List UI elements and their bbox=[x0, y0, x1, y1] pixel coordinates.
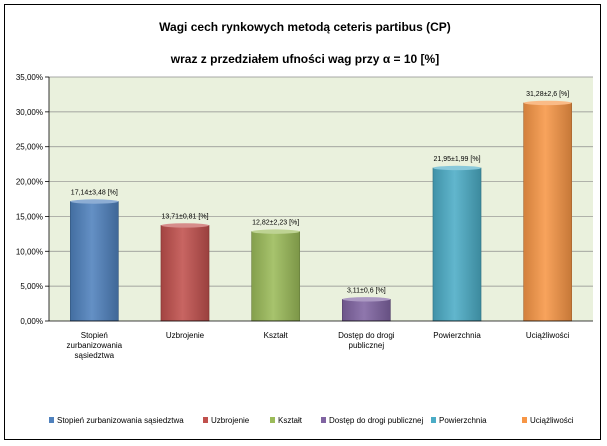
legend-swatch bbox=[522, 417, 527, 423]
chart-title: Wagi cech rynkowych metodą ceteris parti… bbox=[159, 20, 451, 34]
gridlines bbox=[49, 76, 593, 287]
bar bbox=[251, 231, 300, 322]
x-tick-label: Uzbrojenie bbox=[166, 331, 205, 340]
legend-swatch bbox=[49, 417, 54, 423]
y-axis: 0,00% 5,00% 10,00% 15,00% 20,00% 25,00% 30,00%… bbox=[16, 73, 50, 326]
legend-item: Powierzchnia bbox=[439, 416, 487, 425]
x-tick-label: Uciążliwości bbox=[526, 331, 570, 340]
legend-item: Uciążliwości bbox=[530, 416, 574, 425]
bar-value-label: 12,82±2,23 [%] bbox=[252, 220, 299, 227]
bar-top bbox=[432, 165, 482, 171]
bar bbox=[432, 167, 482, 322]
bar-top bbox=[523, 100, 572, 106]
y-tick-label: 20,00% bbox=[16, 178, 43, 187]
legend: Stopień zurbanizowania sąsiedztwa Uzbroje… bbox=[49, 416, 574, 425]
chart-frame: Wagi cech rynkowych metodą ceteris parti… bbox=[4, 4, 601, 440]
plot-area bbox=[49, 77, 593, 321]
value-labels-group: 17,14±3,48 [%] 13,71±0,81 [%] 12,82±2,23 [… bbox=[71, 91, 569, 294]
legend-item: Uzbrojenie bbox=[211, 416, 250, 425]
legend-item: Stopień zurbanizowania sąsiedztwa bbox=[57, 416, 184, 425]
legend-item: Dostęp do drogi publicznej bbox=[329, 416, 424, 425]
y-tick-label: 25,00% bbox=[16, 143, 43, 152]
bar-top bbox=[160, 223, 210, 228]
bar-top bbox=[342, 297, 391, 302]
y-tick-label: 5,00% bbox=[20, 282, 43, 291]
x-tick-label: Powierzchnia bbox=[433, 331, 481, 340]
legend-swatch bbox=[203, 417, 208, 423]
y-tick-label: 30,00% bbox=[16, 108, 43, 117]
x-tick-label: Dostęp do drogi publicznej bbox=[338, 331, 395, 350]
y-tick-label: 35,00% bbox=[16, 73, 43, 82]
bar-top bbox=[70, 199, 119, 204]
bars-group bbox=[70, 100, 572, 322]
x-axis: Stopień zurbanizowania sąsiedztwa Uzbrojeni… bbox=[49, 320, 593, 360]
legend-swatch bbox=[431, 417, 436, 423]
bar-value-label: 21,95±1,99 [%] bbox=[433, 156, 480, 163]
bar bbox=[342, 299, 391, 322]
x-tick-label: Kształt bbox=[264, 331, 289, 340]
bar bbox=[70, 201, 119, 322]
bar-value-label: 3,11±0,6 [%] bbox=[347, 287, 386, 294]
y-tick-label: 10,00% bbox=[16, 247, 43, 256]
chart-subtitle: wraz z przedziałem ufności wag przy α = … bbox=[170, 52, 439, 66]
y-tick-label: 15,00% bbox=[16, 212, 43, 221]
x-tick-label: Stopień zurbanizowania sąsiedztwa bbox=[67, 331, 123, 360]
bar bbox=[160, 225, 210, 322]
y-tick-label: 0,00% bbox=[20, 317, 43, 326]
chart-svg: Wagi cech rynkowych metodą ceteris parti… bbox=[16, 20, 593, 425]
bar-value-label: 17,14±3,48 [%] bbox=[71, 190, 118, 197]
bar-value-label: 13,71±0,81 [%] bbox=[161, 213, 208, 220]
legend-swatch bbox=[270, 417, 275, 423]
bar-top bbox=[251, 229, 300, 234]
legend-swatch bbox=[321, 417, 326, 423]
bar bbox=[523, 102, 572, 322]
bar-value-label: 31,28±2,6 [%] bbox=[526, 91, 569, 98]
legend-item: Kształt bbox=[278, 416, 303, 425]
